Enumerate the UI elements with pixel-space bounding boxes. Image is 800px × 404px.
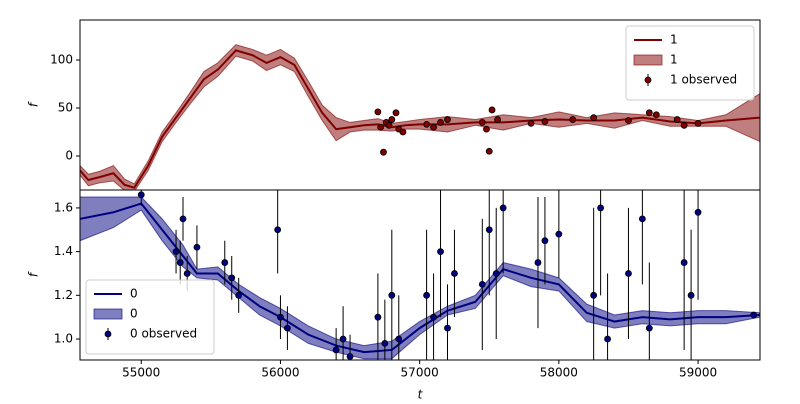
x-tick-label: 58000 — [540, 366, 578, 380]
legend-box — [625, 25, 755, 101]
observed-point — [569, 116, 577, 123]
observed-point — [488, 106, 496, 114]
observed-point — [638, 215, 646, 223]
observed-point — [687, 291, 695, 299]
x-axis-label: t — [418, 388, 424, 401]
y-tick-label: 1.2 — [54, 288, 73, 302]
observed-point — [392, 109, 400, 117]
observed-point — [444, 116, 451, 123]
observed-point — [437, 248, 444, 256]
plot-area — [80, 44, 760, 190]
observed-point — [137, 191, 145, 199]
y-tick-label: 100 — [50, 53, 73, 67]
observed-point — [423, 291, 431, 299]
observed-point — [478, 119, 486, 126]
observed-point — [485, 226, 493, 234]
observed-point — [377, 123, 385, 131]
observed-point — [750, 311, 758, 319]
observed-point — [494, 116, 502, 123]
observed-point — [221, 259, 229, 266]
observed-point — [183, 270, 191, 277]
observed-point — [395, 335, 403, 343]
legend-label: 0 observed — [130, 327, 197, 341]
observed-point — [555, 230, 563, 238]
observed-point — [388, 291, 396, 299]
confidence-band — [80, 44, 760, 190]
observed-point — [374, 313, 382, 321]
observed-point — [193, 243, 201, 251]
observed-point — [541, 237, 549, 245]
observed-point — [179, 215, 187, 223]
observed-point — [680, 121, 688, 129]
observed-point — [625, 117, 632, 124]
observed-point — [492, 270, 500, 277]
observed-point — [388, 116, 396, 123]
observed-point — [680, 259, 688, 266]
observed-point — [451, 270, 458, 277]
observed-point — [430, 123, 437, 131]
legend-label: 0 — [130, 307, 138, 321]
observed-point — [385, 121, 393, 129]
y-tick-label: 0 — [65, 149, 73, 163]
plot-area — [80, 190, 760, 360]
observed-point — [694, 119, 702, 127]
observed-point — [346, 353, 354, 360]
observed-point — [399, 128, 407, 136]
observed-point — [430, 313, 437, 321]
y-axis-label: f — [27, 101, 41, 107]
observed-point — [423, 120, 431, 128]
observed-point — [645, 324, 653, 332]
observed-point — [332, 346, 340, 354]
legend-patch — [633, 54, 663, 66]
observed-point — [274, 226, 282, 234]
x-tick-label: 57000 — [401, 366, 439, 380]
observed-point — [673, 116, 681, 123]
x-tick-label: 56000 — [261, 366, 299, 380]
observed-point — [645, 109, 653, 117]
observed-point — [176, 259, 184, 266]
observed-point — [478, 280, 486, 288]
observed-point — [652, 111, 660, 119]
observed-point — [172, 248, 180, 256]
y-tick-label: 1.6 — [54, 200, 73, 214]
mean-line — [80, 49, 760, 189]
observed-point — [590, 114, 598, 122]
x-tick-label: 59000 — [679, 366, 717, 380]
observed-point — [541, 118, 549, 125]
y-tick-label: 1.4 — [54, 244, 73, 258]
observed-point — [694, 208, 702, 216]
observed-point — [444, 324, 451, 332]
y-tick-label: 50 — [58, 101, 73, 115]
observed-point — [277, 313, 284, 321]
observed-point — [339, 335, 347, 343]
legend-label: 0 — [130, 287, 138, 301]
observed-point — [381, 339, 389, 347]
y-tick-label: 1.0 — [54, 332, 73, 346]
legend-label: 1 — [670, 33, 678, 47]
observed-point — [483, 125, 490, 133]
legend-label: 1 — [670, 53, 678, 67]
observed-point — [604, 335, 611, 343]
legend-marker — [644, 76, 652, 84]
legend-box — [85, 279, 215, 355]
legend-marker — [104, 330, 112, 338]
observed-point — [625, 270, 632, 277]
observed-point — [485, 147, 493, 155]
observed-point — [499, 204, 507, 212]
y-axis-label: f — [27, 271, 41, 277]
observed-point — [228, 274, 236, 282]
observed-point — [437, 119, 444, 126]
observed-point — [534, 259, 542, 266]
legend-patch — [93, 308, 123, 320]
observed-point — [380, 148, 387, 156]
observed-point — [590, 291, 598, 299]
observed-point — [374, 108, 382, 116]
observed-point — [235, 291, 243, 299]
observed-point — [597, 204, 605, 212]
observed-point — [527, 119, 535, 127]
observed-point — [284, 324, 291, 332]
x-tick-label: 55000 — [122, 366, 160, 380]
legend-label: 1 observed — [670, 73, 737, 87]
